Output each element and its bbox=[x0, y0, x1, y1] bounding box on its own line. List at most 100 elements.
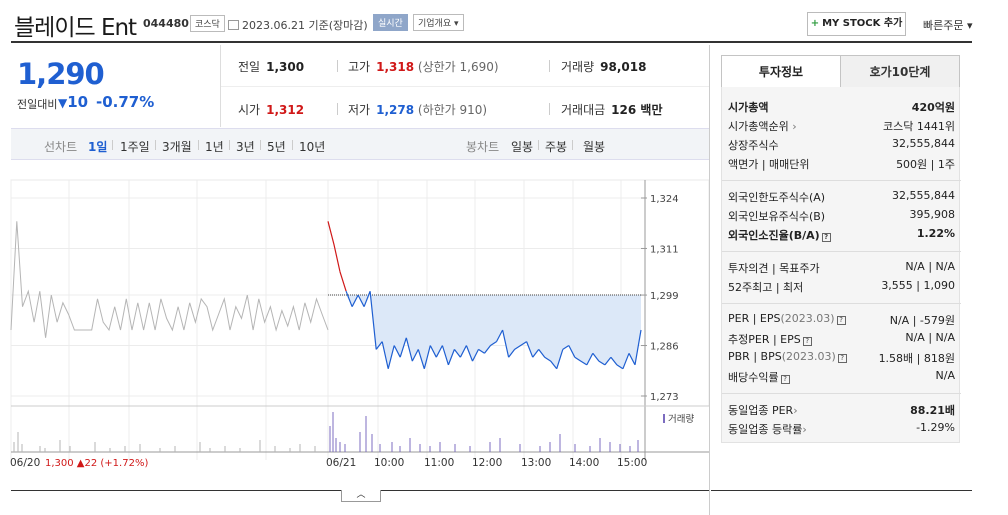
chevron-down-icon: ▾ bbox=[966, 19, 973, 32]
info-label-text: PER | EPS bbox=[728, 312, 781, 325]
info-label: 추정PER | EPS? bbox=[728, 331, 812, 347]
price-plot-frame bbox=[10, 179, 709, 407]
company-overview-button[interactable]: 기업개요 ▾ bbox=[413, 14, 464, 31]
open-label: 시가 bbox=[238, 103, 261, 117]
y-tick-label: 1,324 bbox=[650, 194, 679, 205]
info-value: 1.58배 | 818원 bbox=[878, 352, 955, 365]
x-tick-label: 11:00 bbox=[424, 457, 454, 469]
company-overview-label: 기업개요 bbox=[418, 19, 452, 29]
base-date-text: 2023.06.21 기준(장마감) bbox=[242, 19, 368, 32]
help-icon[interactable]: ? bbox=[837, 354, 847, 363]
info-tabs: 투자정보 호가10단계 bbox=[721, 55, 960, 88]
info-value: 코스닥 1441위 bbox=[883, 120, 955, 133]
period-1y[interactable]: 1년 bbox=[205, 140, 224, 154]
help-icon[interactable]: ? bbox=[836, 316, 846, 325]
prev-close: 전일 1,300 bbox=[238, 58, 304, 75]
quick-order-button[interactable]: 빠른주문 ▾ bbox=[923, 17, 973, 33]
low-price: 저가 1,278 (하한가 910) bbox=[348, 101, 487, 118]
info-label: 동일업종 등락률› bbox=[728, 421, 807, 437]
divider bbox=[722, 180, 961, 181]
add-mystock-label: MY STOCK 추가 bbox=[822, 18, 903, 29]
change-label: 전일대비 bbox=[17, 98, 58, 111]
divider bbox=[337, 103, 338, 115]
lower-limit: (하한가 910) bbox=[417, 103, 488, 117]
foreign-ratio-row: 외국인소진율(B/A)? 1.22% bbox=[728, 227, 955, 243]
candle-chart-label: 봉차트 bbox=[466, 140, 500, 154]
panel-bottom-border bbox=[711, 490, 972, 491]
candle-daily[interactable]: 일봉 bbox=[511, 140, 534, 154]
info-label-text: 동일업종 등락률 bbox=[728, 423, 803, 436]
divider bbox=[220, 45, 221, 127]
add-mystock-button[interactable]: + MY STOCK 추가 bbox=[807, 12, 906, 36]
help-icon[interactable]: ? bbox=[802, 337, 812, 346]
intraday-chart[interactable]: 1,324 1,311 1,299 1,286 1,273 거래량 06/20 06/21 10… bbox=[0, 160, 709, 490]
tab-orderbook[interactable]: 호가10단계 bbox=[840, 55, 960, 88]
divider bbox=[722, 303, 961, 304]
info-label-text: 동일업종 PER bbox=[728, 404, 794, 417]
x-tick-label: 13:00 bbox=[521, 457, 551, 469]
info-label: 시가총액 bbox=[728, 101, 769, 114]
period-1d[interactable]: 1일 bbox=[88, 140, 108, 154]
market-badge: 코스닥 bbox=[190, 15, 225, 32]
info-value: N/A bbox=[935, 369, 955, 382]
help-icon[interactable]: ? bbox=[780, 375, 790, 384]
period-3m[interactable]: 3개월 bbox=[162, 140, 192, 154]
info-value: N/A | N/A bbox=[905, 331, 955, 344]
plus-icon: + bbox=[810, 18, 820, 29]
calendar-icon bbox=[228, 20, 239, 30]
divider bbox=[198, 140, 199, 150]
industry-per-row[interactable]: 동일업종 PER› 88.21배 bbox=[728, 402, 955, 418]
volume-value: 98,018 bbox=[600, 60, 647, 74]
low-label: 저가 bbox=[348, 103, 371, 117]
amount-label: 거래대금 bbox=[561, 103, 606, 117]
divider bbox=[112, 140, 113, 150]
volume-label: 거래량 bbox=[561, 60, 595, 74]
open-price: 시가 1,312 bbox=[238, 101, 304, 118]
quick-order-label: 빠른주문 bbox=[923, 19, 964, 32]
info-value: N/A | -579원 bbox=[889, 314, 955, 327]
stock-code: 044480 bbox=[143, 17, 189, 30]
info-label: 외국인보유주식수(B) bbox=[728, 210, 826, 223]
market-cap-rank-row[interactable]: 시가총액순위 › 코스닥 1441위 bbox=[728, 118, 955, 134]
period-10y[interactable]: 10년 bbox=[299, 140, 326, 154]
candle-monthly[interactable]: 월봉 bbox=[583, 140, 606, 154]
divider bbox=[722, 251, 961, 252]
divider bbox=[260, 140, 261, 150]
collapse-button[interactable]: ︿ bbox=[341, 490, 381, 502]
period-1w[interactable]: 1주일 bbox=[120, 140, 150, 154]
divider bbox=[155, 140, 156, 150]
x-tick-label: 15:00 bbox=[617, 457, 647, 469]
divider bbox=[538, 140, 539, 150]
open-value: 1,312 bbox=[266, 103, 305, 117]
volume-legend-swatch bbox=[663, 414, 665, 423]
high-price: 고가 1,318 (상한가 1,690) bbox=[348, 58, 499, 75]
industry-change-row[interactable]: 동일업종 등락률› -1.29% bbox=[728, 421, 955, 437]
divider bbox=[292, 140, 293, 150]
listed-shares-row: 상장주식수 32,555,844 bbox=[728, 137, 955, 153]
face-value-row: 액면가 | 매매단위 500원 | 1주 bbox=[728, 156, 955, 172]
help-icon[interactable]: ? bbox=[821, 233, 831, 242]
market-cap-row: 시가총액 420억원 bbox=[728, 99, 955, 115]
period-3y[interactable]: 3년 bbox=[236, 140, 255, 154]
chart-period-bar: 선차트 1일 1주일 3개월 1년 3년 5년 10년 봉차트 일봉 주봉 월봉 bbox=[11, 128, 709, 160]
below-prev-close-fill bbox=[328, 295, 641, 369]
line-chart-label: 선차트 bbox=[44, 140, 78, 154]
chevron-right-icon: › bbox=[802, 423, 807, 436]
info-label-date: (2023.03) bbox=[780, 312, 835, 325]
tab-invest-info[interactable]: 투자정보 bbox=[721, 55, 841, 88]
info-label-text: 배당수익률 bbox=[728, 371, 779, 384]
info-value: 500원 | 1주 bbox=[896, 158, 955, 171]
current-price: 1,290 bbox=[17, 57, 105, 91]
realtime-button[interactable]: 실시간 bbox=[373, 14, 408, 31]
info-label-text: 외국인소진율(B/A) bbox=[728, 229, 820, 242]
candle-weekly[interactable]: 주봉 bbox=[545, 140, 568, 154]
divider bbox=[221, 86, 709, 87]
info-label-text: 시가총액순위 bbox=[728, 120, 789, 133]
divider bbox=[549, 60, 550, 72]
info-label: 동일업종 PER› bbox=[728, 402, 798, 418]
down-triangle-icon: ▼ bbox=[58, 96, 68, 110]
change-value: ▼10 bbox=[58, 93, 88, 111]
chevron-down-icon: ▾ bbox=[454, 19, 459, 29]
info-value: -1.29% bbox=[916, 421, 955, 434]
period-5y[interactable]: 5년 bbox=[267, 140, 286, 154]
